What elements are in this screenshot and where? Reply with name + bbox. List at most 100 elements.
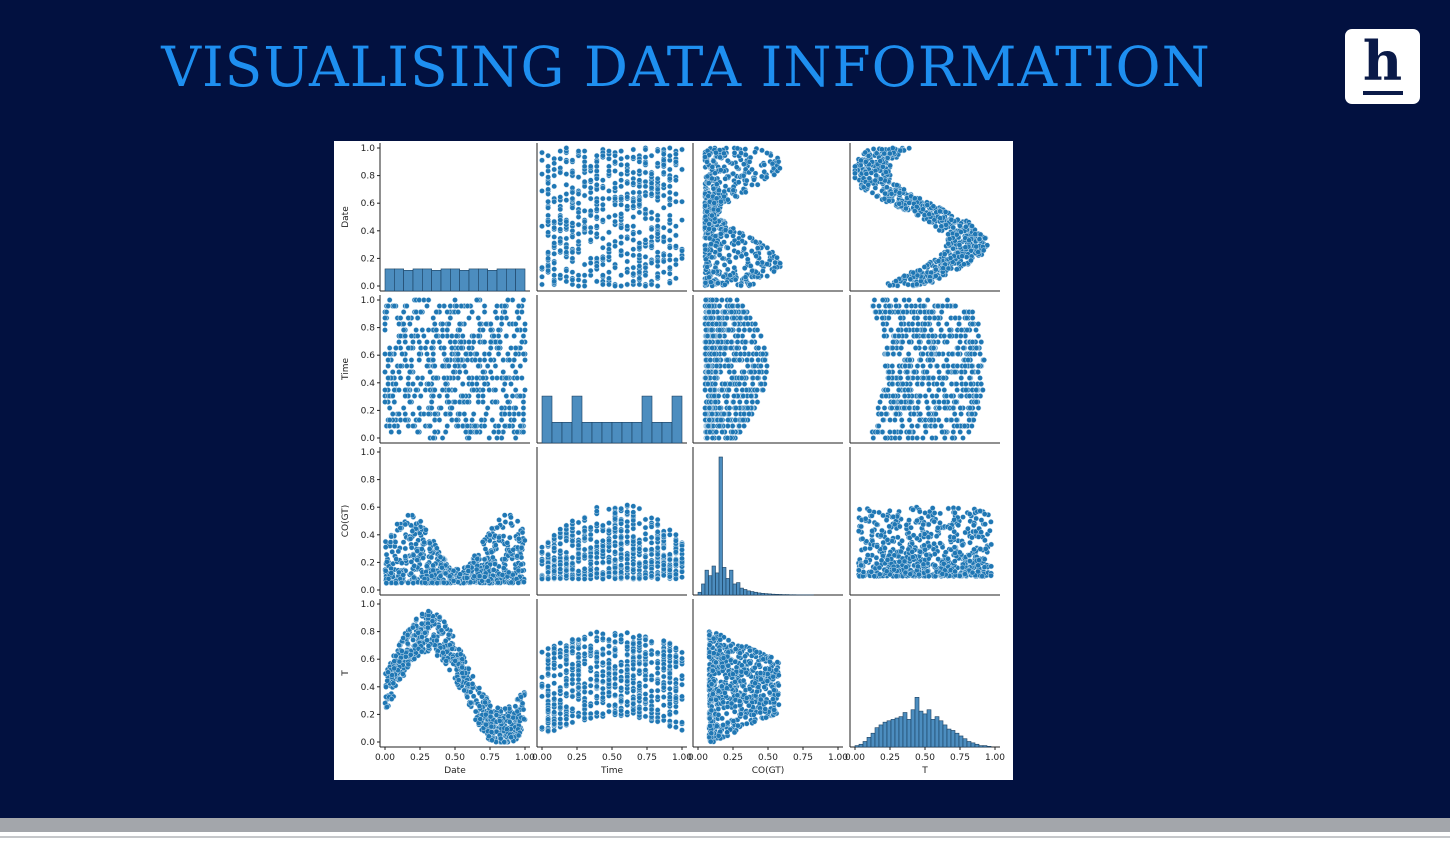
- scatter-point: [920, 351, 926, 357]
- scatter-point: [481, 423, 488, 429]
- scatter-point: [706, 225, 712, 232]
- y-tick-label: 1.0: [361, 144, 376, 154]
- scatter-point: [742, 339, 749, 345]
- scatter-point: [956, 242, 963, 248]
- scatter-point: [648, 515, 655, 521]
- scatter-point: [736, 399, 743, 405]
- scatter-point: [735, 333, 741, 339]
- scatter-point: [938, 223, 945, 230]
- scatter-point: [884, 155, 891, 161]
- scatter-point: [447, 315, 454, 321]
- cell-0-2: [692, 143, 843, 292]
- scatter-point: [706, 417, 713, 423]
- scatter-point: [452, 387, 458, 393]
- scatter-point: [606, 195, 612, 202]
- scatter-point: [575, 231, 582, 237]
- scatter-point: [708, 327, 715, 333]
- scatter-point: [593, 206, 600, 213]
- scatter-point: [894, 405, 901, 411]
- scatter-point: [512, 321, 519, 327]
- scatter-point: [926, 219, 933, 225]
- scatter-point: [402, 411, 409, 417]
- scatter-point: [422, 345, 429, 351]
- scatter-point: [679, 255, 685, 262]
- scatter-point: [933, 266, 939, 273]
- scatter-point: [473, 297, 480, 303]
- scatter-point: [708, 315, 714, 321]
- scatter-point: [723, 399, 730, 405]
- scatter-point: [705, 193, 712, 199]
- scatter-point: [957, 339, 963, 345]
- scatter-point: [444, 309, 451, 315]
- scatter-point: [402, 387, 409, 393]
- scatter-point: [430, 357, 437, 363]
- scatter-point: [444, 327, 451, 333]
- scatter-point: [575, 283, 582, 289]
- scatter-point: [442, 381, 449, 387]
- y-tick-label: 0.0: [361, 586, 376, 596]
- scatter-point: [442, 429, 449, 435]
- scatter-point: [763, 369, 770, 375]
- scatter-point: [575, 221, 582, 228]
- scatter-point: [976, 236, 983, 242]
- scatter-point: [969, 309, 976, 315]
- scatter-point: [624, 258, 631, 265]
- scatter-point: [896, 190, 903, 196]
- scatter-point: [740, 393, 747, 399]
- scatter-point: [545, 152, 551, 159]
- scatter-point: [673, 151, 679, 157]
- scatter-point: [922, 429, 929, 435]
- scatter-point: [905, 375, 911, 381]
- scatter-point: [606, 148, 612, 154]
- hist-bar: [641, 395, 653, 444]
- scatter-point: [600, 152, 606, 159]
- scatter-point: [520, 399, 527, 405]
- scatter-point: [480, 369, 486, 375]
- scatter-point: [500, 387, 507, 393]
- scatter-point: [441, 375, 447, 381]
- scatter-point: [754, 399, 761, 405]
- scatter-point: [433, 309, 440, 315]
- scatter-point: [973, 393, 980, 399]
- scatter-point: [500, 565, 507, 571]
- pairplot-panel: 0.0 0.2 0.4 0.6 0.8 1.0 0.0 0.2 0.4 0.6 0.8 1.0 0.0 0…: [334, 141, 1013, 780]
- scatter-point: [943, 321, 950, 327]
- scatter-point: [722, 227, 729, 233]
- scatter-point: [759, 351, 766, 357]
- scatter-point: [551, 272, 558, 279]
- scatter-point: [581, 224, 588, 231]
- scatter-point: [709, 297, 716, 303]
- scatter-point: [969, 315, 976, 321]
- scatter-point: [407, 321, 413, 327]
- scatter-point: [450, 578, 457, 584]
- scatter-point: [431, 363, 438, 369]
- scatter-point: [505, 569, 512, 576]
- scatter-point: [707, 387, 714, 393]
- scatter-point: [739, 387, 746, 393]
- scatter-point: [600, 244, 606, 251]
- scatter-point: [758, 363, 764, 369]
- scatter-point: [876, 303, 882, 309]
- scatter-point: [630, 264, 637, 271]
- scatter-point: [666, 227, 673, 234]
- scatter-point: [648, 191, 655, 197]
- scatter-point: [706, 405, 713, 411]
- scatter-point: [736, 357, 743, 363]
- scatter-point: [917, 309, 924, 315]
- scatter-point: [958, 393, 965, 399]
- scatter-point: [551, 183, 558, 190]
- scatter-point: [957, 333, 964, 339]
- scatter-point: [386, 417, 393, 423]
- scatter-point: [764, 261, 771, 267]
- scatter-point: [705, 423, 712, 429]
- scatter-point: [495, 345, 502, 351]
- scatter-point: [952, 303, 959, 309]
- scatter-point: [492, 309, 499, 315]
- scatter-point: [423, 527, 429, 533]
- scatter-point: [892, 297, 899, 303]
- scatter-point: [410, 580, 417, 586]
- scatter-point: [606, 214, 612, 220]
- scatter-point: [458, 345, 465, 351]
- scatter-point: [447, 411, 454, 417]
- scatter-point: [706, 303, 713, 309]
